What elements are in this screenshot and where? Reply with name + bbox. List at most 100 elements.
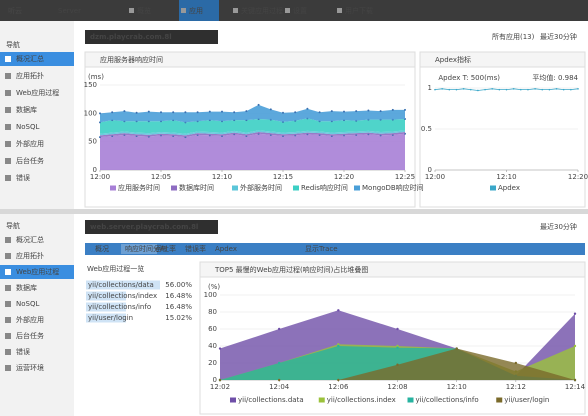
list-item-share: 15.02% xyxy=(165,314,192,322)
sidebar-item[interactable]: 外部应用 xyxy=(16,139,44,148)
tab[interactable]: Apdex xyxy=(215,245,237,253)
y-tick-label: 20 xyxy=(208,359,217,367)
point xyxy=(277,361,281,365)
x-tick-label: 12:20 xyxy=(568,173,588,181)
bottom-app-select[interactable] xyxy=(85,220,218,234)
tab[interactable]: 错误率 xyxy=(185,244,206,253)
point xyxy=(277,378,281,382)
nav-item[interactable]: 设置 xyxy=(293,6,307,15)
sidebar-active xyxy=(0,52,74,66)
x-tick-label: 12:15 xyxy=(273,173,293,181)
sidebar-item[interactable]: 外部应用 xyxy=(16,315,44,324)
chart-title: Apdex指标 xyxy=(435,55,471,64)
sidebar-item[interactable]: 后台任务 xyxy=(16,156,44,165)
sidebar-item[interactable]: NoSQL xyxy=(16,123,39,131)
summary: 平均值: 0.984 xyxy=(532,73,578,82)
point xyxy=(534,88,536,90)
y-tick-label: 60 xyxy=(208,325,217,333)
legend-label[interactable]: 数据库时间 xyxy=(179,183,214,192)
point xyxy=(396,346,399,349)
point xyxy=(477,89,479,92)
area xyxy=(100,118,405,134)
point xyxy=(548,88,551,91)
legend-swatch xyxy=(407,397,414,403)
time-range[interactable]: 最近30分钟 xyxy=(540,32,577,41)
point xyxy=(484,88,486,91)
list-item-bg xyxy=(86,313,126,323)
point xyxy=(396,327,399,331)
sidebar-item[interactable]: NoSQL xyxy=(16,300,39,308)
nav-item[interactable]: 应用 xyxy=(189,6,203,15)
legend-label[interactable]: Redis响应时间 xyxy=(301,183,348,192)
point xyxy=(282,111,284,114)
list-item-name[interactable]: yii/collections/data xyxy=(88,281,154,289)
x-tick-label: 12:12 xyxy=(506,383,526,391)
sidebar-item[interactable]: Web应用过程 xyxy=(16,88,59,97)
nav-icon xyxy=(337,8,342,13)
x-tick-label: 12:10 xyxy=(212,173,232,181)
point xyxy=(541,88,544,91)
sidebar-title: 导航 xyxy=(6,221,20,230)
app-name[interactable]: dzm.playcrab.com.8l xyxy=(90,33,172,41)
list-item-share: 16.48% xyxy=(165,292,192,300)
list-item-name[interactable]: yii/user/login xyxy=(88,314,133,322)
sidebar-active xyxy=(0,265,74,279)
sidebar-icon xyxy=(5,141,11,147)
point xyxy=(172,111,175,114)
nav-item[interactable]: 概览 xyxy=(137,6,151,15)
time-range[interactable]: 最近30分钟 xyxy=(540,222,577,231)
sidebar-item[interactable]: 数据库 xyxy=(16,105,37,114)
point xyxy=(455,347,458,350)
list-item-bg xyxy=(86,302,126,312)
point xyxy=(208,110,211,113)
legend-label[interactable]: 外部服务时间 xyxy=(240,183,282,192)
point xyxy=(337,343,340,346)
sidebar-item[interactable]: 数据库 xyxy=(16,283,37,292)
list-item-name[interactable]: yii/collections/info xyxy=(88,303,151,311)
tab[interactable]: 概况 xyxy=(95,244,109,253)
sidebar-item[interactable]: 运营环境 xyxy=(16,363,44,372)
list-title: Web应用过程一览 xyxy=(87,264,144,273)
list-item-bg xyxy=(86,280,160,290)
x-tick-label: 12:06 xyxy=(328,383,349,391)
product-name: Server xyxy=(58,7,81,15)
nav-item[interactable]: 关键应用过程 xyxy=(241,6,283,15)
x-tick-label: 12:05 xyxy=(151,173,171,181)
legend-label[interactable]: yii/collections/info xyxy=(416,396,479,404)
point xyxy=(505,88,508,91)
point xyxy=(218,378,222,382)
x-tick-label: 12:00 xyxy=(425,173,445,181)
legend-label[interactable]: 应用服务时间 xyxy=(118,183,160,192)
sidebar-item[interactable]: 后台任务 xyxy=(16,331,44,340)
nav-item[interactable]: 用户下载 xyxy=(345,6,373,15)
tab[interactable]: 显示Trace xyxy=(305,245,338,253)
sidebar-item[interactable]: 概况汇总 xyxy=(16,235,44,244)
sidebar-item[interactable]: 错误 xyxy=(16,347,30,356)
sidebar-icon xyxy=(5,301,11,307)
tab[interactable]: 吞吐率 xyxy=(155,244,176,253)
legend-swatch xyxy=(490,185,496,191)
x-tick-label: 12:10 xyxy=(447,383,467,391)
top-app-select[interactable] xyxy=(85,30,218,44)
sidebar-item[interactable]: Web应用过程 xyxy=(16,267,59,276)
sidebar-item[interactable]: 概况汇总 xyxy=(16,54,44,63)
app-name[interactable]: web.server.playcrab.com.8l xyxy=(90,223,198,231)
y-tick-label: 0 xyxy=(213,376,217,384)
point xyxy=(367,109,370,112)
legend-label[interactable]: yii/user/login xyxy=(504,396,549,404)
tab[interactable]: 响应时间分布 xyxy=(125,244,167,253)
legend-label[interactable]: Apdex xyxy=(498,184,520,192)
legend-label[interactable]: MongoDB响应时间 xyxy=(362,183,424,192)
point xyxy=(337,344,340,348)
sidebar-item[interactable]: 错误 xyxy=(16,173,30,182)
sidebar-icon xyxy=(5,237,11,243)
tab-active xyxy=(121,244,157,254)
legend-label[interactable]: yii/collections.index xyxy=(327,396,396,404)
app-filter[interactable]: 所有应用(13) xyxy=(492,32,535,41)
sidebar-item[interactable]: 应用拓扑 xyxy=(16,71,44,80)
sidebar-item[interactable]: 应用拓扑 xyxy=(16,251,44,260)
list-item-name[interactable]: yii/collections/index xyxy=(88,292,157,300)
legend-label[interactable]: yii/collections.data xyxy=(238,396,304,404)
